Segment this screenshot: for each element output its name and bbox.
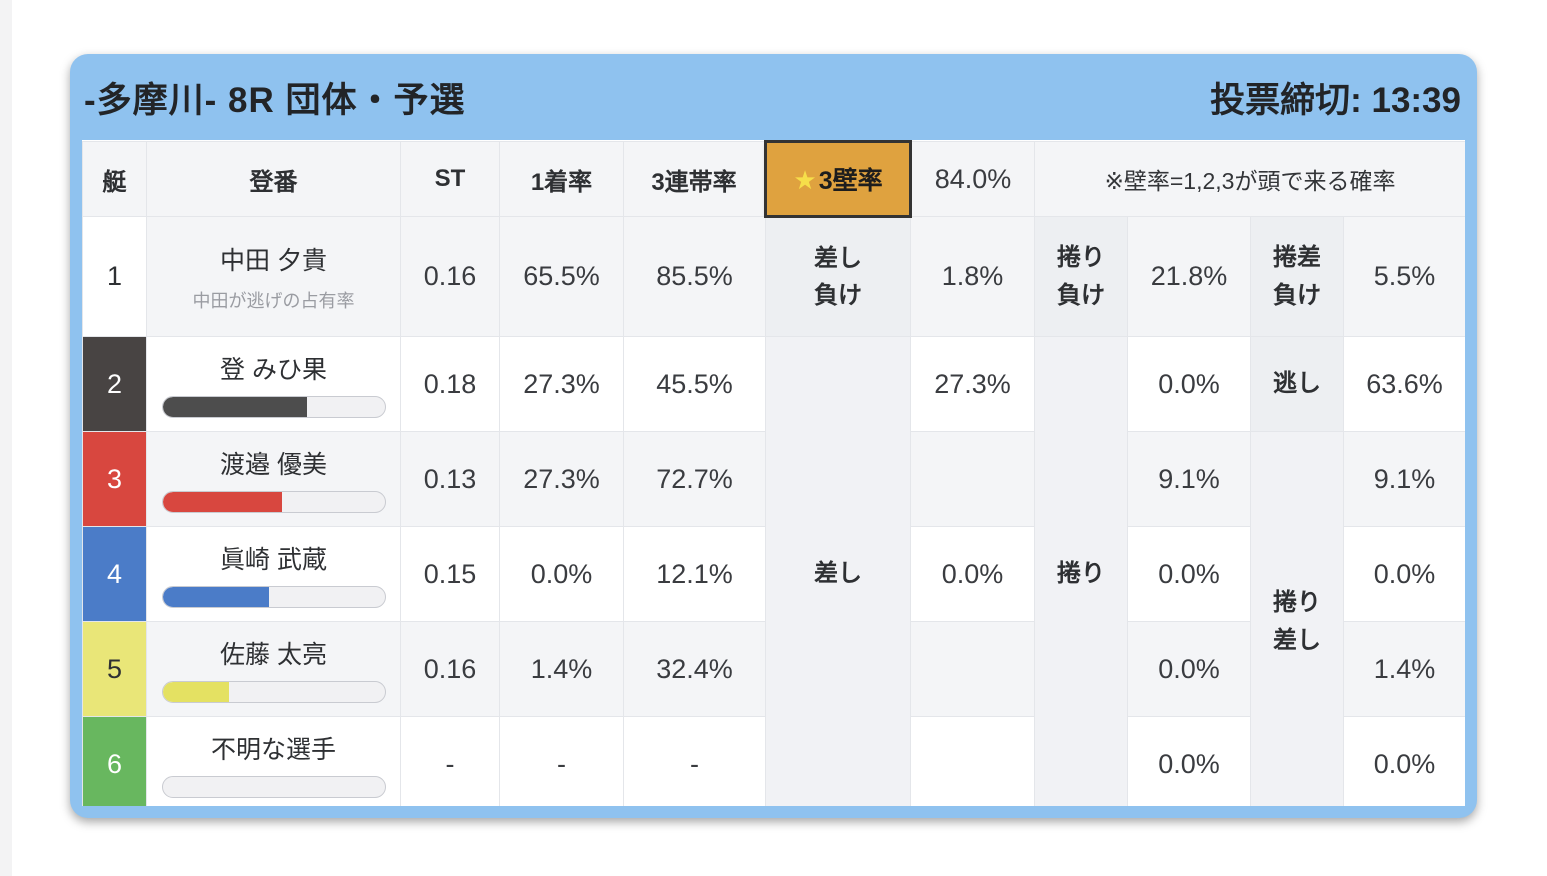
makuri-value: 21.8% <box>1127 216 1251 337</box>
race-table: 艇 登番 ST 1着率 3連帯率 ★3壁率 84.0% ※壁率=1,2,3が頭で… <box>82 140 1465 806</box>
sashi-value: 1.8% <box>910 216 1035 337</box>
table-row: 5 佐藤 太亮 0.16 1.4% 32.4% 0.0% 1.4% <box>82 621 1465 717</box>
racer-name: 眞崎 武蔵 <box>220 546 327 574</box>
nigashi-label: 逃し <box>1250 336 1344 432</box>
wall-rate-button[interactable]: ★3壁率 <box>764 140 912 218</box>
makuri-value: 9.1% <box>1127 431 1251 527</box>
boat-number: 5 <box>82 621 147 717</box>
page-edge-strip <box>0 0 12 876</box>
progress-bar-fill <box>162 587 270 607</box>
col-header-top3-rate: 3連帯率 <box>623 141 766 217</box>
racer-name: 渡邉 優美 <box>220 451 327 479</box>
progress-bar <box>161 681 386 703</box>
racer-cell: 不明な選手 <box>146 716 401 806</box>
racer-cell: 渡邉 優美 <box>146 431 401 527</box>
first-rate-value: 0.0% <box>499 526 624 622</box>
progress-bar <box>161 396 386 418</box>
third-value: 9.1% <box>1342 431 1465 527</box>
progress-bar <box>161 776 386 798</box>
racer-cell: 登 みひ果 <box>146 336 401 432</box>
first-rate-value: - <box>499 716 624 806</box>
third-value: 1.4% <box>1342 621 1465 717</box>
makuri-make-label: 捲り 負け <box>1034 216 1128 337</box>
st-value: 0.13 <box>400 431 500 527</box>
progress-bar <box>161 491 386 513</box>
table-row: 2 登 みひ果 0.18 27.3% 45.5% 差し 27.3% 捲り 0.0… <box>82 336 1465 806</box>
table-header-row: 艇 登番 ST 1着率 3連帯率 ★3壁率 84.0% ※壁率=1,2,3が頭で… <box>82 140 1465 218</box>
st-value: 0.16 <box>400 216 500 337</box>
top3-rate-value: 45.5% <box>623 336 766 432</box>
star-icon: ★ <box>793 165 817 195</box>
progress-bar-fill <box>162 492 283 512</box>
third-value: 63.6% <box>1342 336 1465 432</box>
racer-cell: 眞崎 武蔵 <box>146 526 401 622</box>
race-info-card: -多摩川- 8R 団体・予選 投票締切: 13:39 艇 登番 ST 1着率 3… <box>70 54 1477 818</box>
makuri-value: 0.0% <box>1127 526 1251 622</box>
first-rate-value: 27.3% <box>499 336 624 432</box>
progress-bar-fill <box>162 397 307 417</box>
racer-name: 佐藤 太亮 <box>220 641 327 669</box>
sashi-value <box>910 716 1035 806</box>
racer-cell: 佐藤 太亮 <box>146 621 401 717</box>
wall-rate-label: 3壁率 <box>818 167 883 195</box>
col-header-boat: 艇 <box>82 141 147 217</box>
race-title: -多摩川- 8R 団体・予選 <box>84 80 466 120</box>
racer-name: 登 みひ果 <box>220 356 327 384</box>
top3-rate-value: 72.7% <box>623 431 766 527</box>
boat-number: 4 <box>82 526 147 622</box>
first-rate-value: 65.5% <box>499 216 624 337</box>
third-value: 5.5% <box>1342 216 1465 337</box>
top3-rate-value: 12.1% <box>623 526 766 622</box>
makuri-value: 0.0% <box>1127 336 1251 432</box>
sashi-value <box>910 431 1035 527</box>
first-rate-value: 27.3% <box>499 431 624 527</box>
racer-cell: 中田 夕貴 中田が逃げの占有率 <box>146 216 401 337</box>
third-value: 0.0% <box>1342 716 1465 806</box>
racer-name: 中田 夕貴 <box>220 246 327 275</box>
progress-bar <box>161 586 386 608</box>
st-value: 0.16 <box>400 621 500 717</box>
sashi-value <box>910 621 1035 717</box>
sashi-value: 0.0% <box>910 526 1035 622</box>
racer-name: 不明な選手 <box>210 736 336 764</box>
st-value: 0.15 <box>400 526 500 622</box>
boat-number: 3 <box>82 431 147 527</box>
race-table-container: 艇 登番 ST 1着率 3連帯率 ★3壁率 84.0% ※壁率=1,2,3が頭で… <box>82 140 1465 806</box>
makuri-merged-label: 捲り <box>1034 336 1128 806</box>
card-header: -多摩川- 8R 団体・予選 投票締切: 13:39 <box>70 54 1477 140</box>
col-header-st: ST <box>400 141 500 217</box>
wall-rate-note: ※壁率=1,2,3が頭で来る確率 <box>1033 141 1465 217</box>
top3-rate-value: 85.5% <box>623 216 766 337</box>
sashi-make-label: 差し 負け <box>765 216 911 337</box>
third-value: 0.0% <box>1342 526 1465 622</box>
boat-number: 6 <box>82 716 147 806</box>
table-row: 1 中田 夕貴 中田が逃げの占有率 0.16 65.5% 85.5% 差し 負け… <box>82 216 1465 337</box>
col-header-first-rate: 1着率 <box>499 141 624 217</box>
sashi-value: 27.3% <box>910 336 1035 432</box>
racer-subtitle: 中田が逃げの占有率 <box>192 290 355 311</box>
boat-number: 1 <box>82 216 147 337</box>
vote-deadline: 投票締切: 13:39 <box>1210 80 1461 120</box>
boat-number: 2 <box>82 336 147 432</box>
col-header-entry: 登番 <box>146 141 401 217</box>
st-value: - <box>400 716 500 806</box>
top3-rate-value: - <box>623 716 766 806</box>
table-row: 3 渡邉 優美 0.13 27.3% 72.7% 9.1% 捲り 差し 9.1% <box>82 431 1465 806</box>
sashi-merged-label: 差し <box>765 336 911 806</box>
makuri-value: 0.0% <box>1127 716 1251 806</box>
table-row: 6 不明な選手 - - - 0.0% 0.0% <box>82 716 1465 806</box>
top3-rate-value: 32.4% <box>623 621 766 717</box>
makuri-value: 0.0% <box>1127 621 1251 717</box>
first-rate-value: 1.4% <box>499 621 624 717</box>
progress-bar-fill <box>162 682 230 702</box>
st-value: 0.18 <box>400 336 500 432</box>
wall-rate-value: 84.0% <box>910 141 1035 217</box>
makurizashi-merged-label: 捲り 差し <box>1250 431 1344 806</box>
makurizashi-make-label: 捲差 負け <box>1250 216 1344 337</box>
table-row: 4 眞崎 武蔵 0.15 0.0% 12.1% 0.0% 0.0% 0.0% <box>82 526 1465 622</box>
